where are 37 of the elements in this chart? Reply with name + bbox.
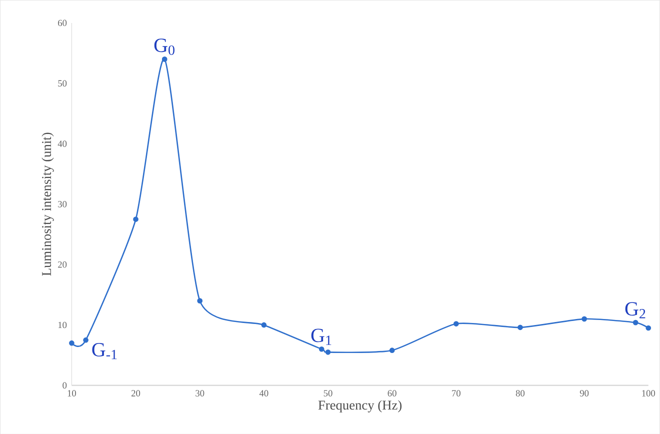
annotation: G$_{2}$ [625,302,646,318]
y-tick-label: 60 [58,20,67,26]
x-tick-label: 30 [196,390,204,396]
point [83,337,88,343]
point [632,320,638,326]
point [162,56,168,62]
point [582,316,587,322]
x-tick-label: 20 [132,390,140,396]
x-tick-label: 100 [642,390,656,396]
point [453,320,459,326]
point [133,216,138,222]
point [646,325,652,330]
annotation: G$_{-1}$ [92,342,117,359]
y-axis-title: Luminosity intensity (unit) [42,132,54,276]
x-tick-label: 90 [580,390,589,396]
x-tick-label: 40 [259,390,268,396]
x-axis-title: Frequency (Hz) [318,400,402,412]
point [261,322,267,328]
point [197,298,203,304]
point [69,340,74,346]
annotation: G$_{0}$ [154,38,174,55]
annotation: G$_{1}$ [311,328,332,345]
point [325,349,331,355]
y-tick-label: 20 [58,261,67,268]
y-tick-label: 0 [62,382,67,388]
x-tick-label: 70 [452,390,460,396]
y-tick-label: 10 [58,322,67,328]
point [389,347,395,353]
y-tick-label: 40 [58,140,67,147]
y-tick-label: 30 [58,200,67,208]
x-tick-label: 10 [68,390,76,396]
y-tick-label: 50 [58,80,67,86]
x-tick-label: 50 [324,390,332,396]
point [518,324,523,330]
x-tick-label: 80 [516,390,525,396]
x-tick-label: 60 [388,390,396,396]
point [318,346,324,352]
